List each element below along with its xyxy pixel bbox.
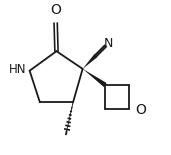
Text: O: O	[136, 103, 146, 117]
Polygon shape	[83, 54, 97, 69]
Text: N: N	[104, 37, 113, 50]
Text: HN: HN	[9, 63, 26, 76]
Text: O: O	[51, 3, 61, 17]
Polygon shape	[83, 69, 107, 87]
